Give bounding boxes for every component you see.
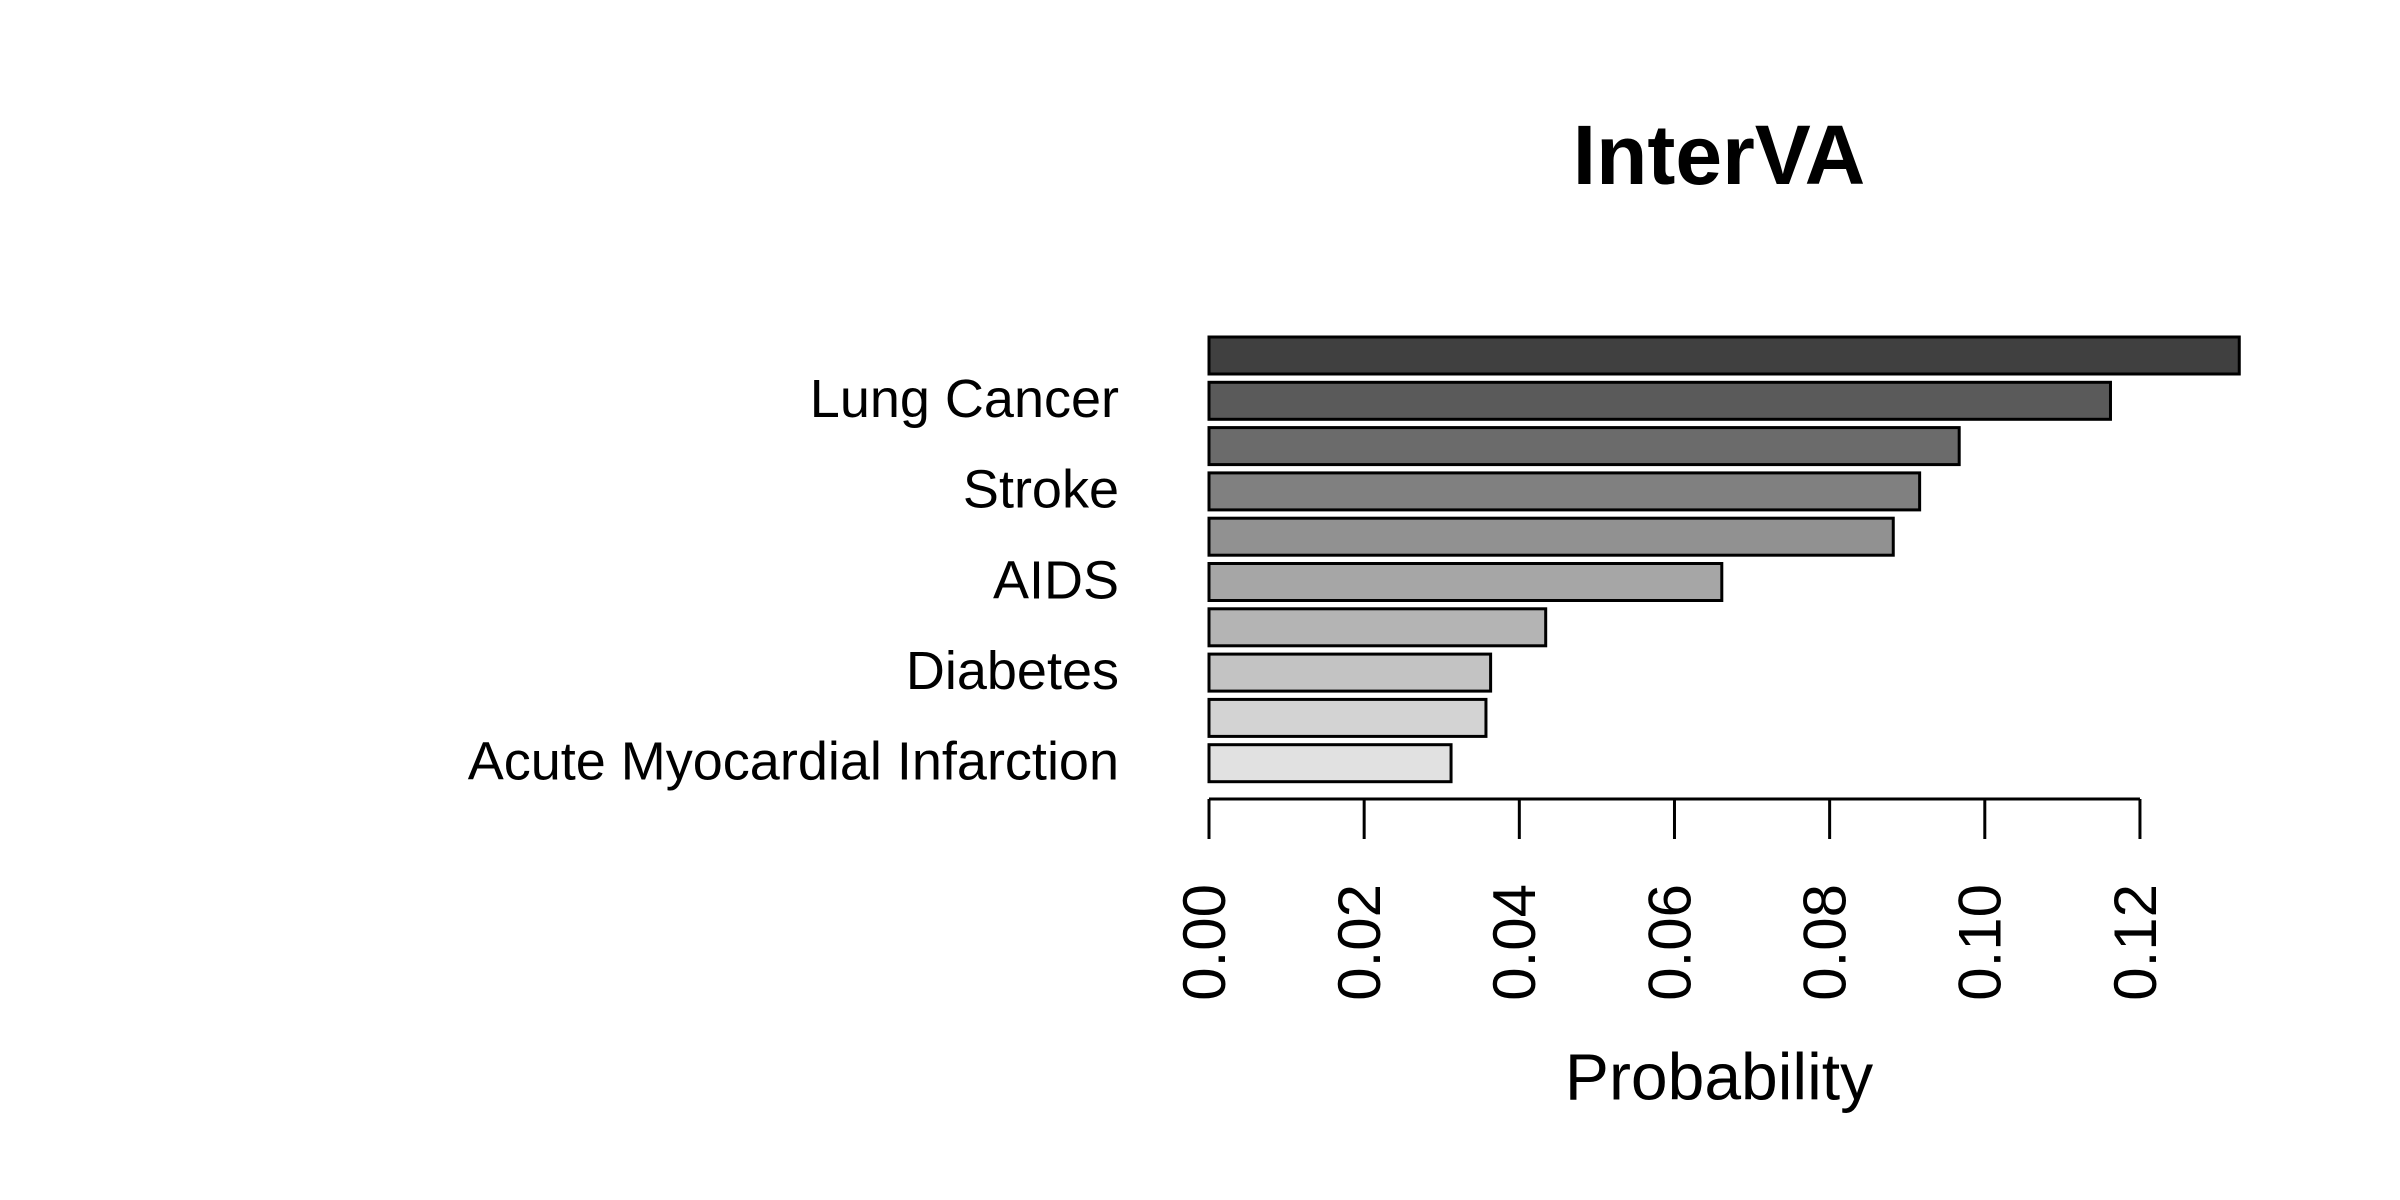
x-tick-label: 0.00 <box>1171 884 1238 1001</box>
x-tick-label: 0.04 <box>1481 884 1548 1001</box>
x-tick-label: 0.08 <box>1791 884 1858 1001</box>
bar <box>1207 471 1922 512</box>
bar <box>1207 380 2112 421</box>
x-tick-label: 0.02 <box>1326 884 1393 1001</box>
bar <box>1207 743 1453 784</box>
y-tick-label: Stroke <box>963 460 1119 520</box>
bar <box>1207 607 1548 648</box>
y-tick-label: Diabetes <box>906 641 1119 701</box>
y-tick-label: Lung Cancer <box>810 369 1119 429</box>
y-tick-label: Acute Myocardial Infarction <box>468 731 1119 791</box>
bar <box>1207 335 2241 376</box>
bar <box>1207 697 1488 738</box>
x-axis-label: Probability <box>1565 1039 1873 1113</box>
x-tick-label: 0.12 <box>2102 884 2169 1001</box>
bar <box>1207 652 1493 693</box>
bar <box>1207 516 1895 557</box>
x-tick-label: 0.06 <box>1636 884 1703 1001</box>
x-tick-label: 0.10 <box>1947 884 2014 1001</box>
bar <box>1207 562 1724 602</box>
chart-title: InterVA <box>1573 108 1865 202</box>
bar <box>1207 426 1961 467</box>
y-tick-label: AIDS <box>993 550 1119 610</box>
